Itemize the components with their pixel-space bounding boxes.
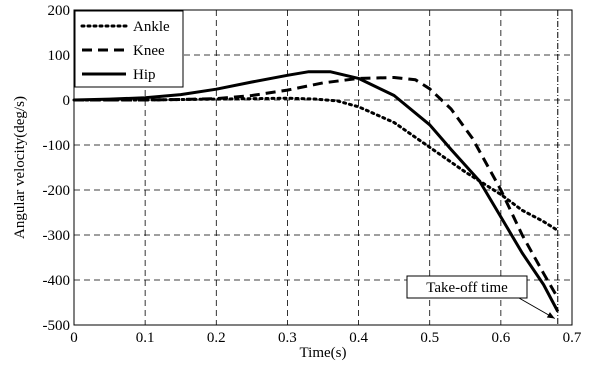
series-lines [72,70,560,313]
series-line-hip [73,70,560,313]
y-tick-label: 100 [48,48,71,64]
axis-ticks: 0 0.1 0.2 0.3 0.4 0.5 0.6 0.7 200 100 0 -100 -200 -30… [43,3,582,346]
y-tick-label: -500 [43,318,71,334]
y-tick-label: -300 [43,228,71,244]
x-tick-label: 0.3 [278,330,297,346]
plot-area [73,9,573,326]
y-tick-label: -400 [43,273,71,289]
annotation-box [406,275,528,299]
legend-label-hip: Hip [133,67,156,83]
x-tick-label: 0.6 [491,330,510,346]
x-tick-label: 0.1 [136,330,155,346]
x-tick-label: 0 [70,330,78,346]
y-tick-label: 200 [48,3,71,19]
y-tick-label: -100 [43,138,71,154]
series-line-ankle [72,96,560,232]
y-axis-label: Angular velocity(deg/s) [12,96,28,239]
x-tick-label: 0.5 [420,330,439,346]
x-tick-label: 0.7 [563,330,582,346]
x-axis-label: Time(s) [300,345,347,361]
x-tick-label: 0.4 [349,330,368,346]
series-line-knee [74,76,560,299]
legend: Ankle Knee Hip [74,10,184,88]
legend-label-ankle: Ankle [133,19,170,35]
annotation-label: Take-off time [426,280,508,296]
annotation-arrowhead [546,312,555,319]
y-tick-label: 0 [63,93,71,109]
y-tick-label: -200 [43,183,71,199]
x-tick-label: 0.2 [207,330,226,346]
annotation: Take-off time [406,10,559,325]
legend-label-knee: Knee [133,43,165,59]
